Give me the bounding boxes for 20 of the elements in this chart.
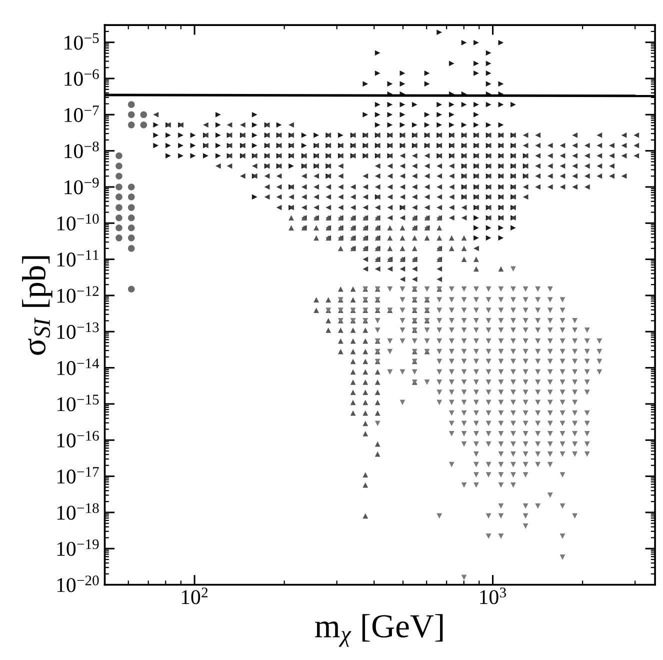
y-tick-label: 10$^{−6}$ <box>64 69 99 86</box>
y-tick-label: 10$^{−12}$ <box>57 286 99 303</box>
y-tick-label: 10$^{−14}$ <box>57 358 100 376</box>
x-tick-label: 10$^{3}$ <box>480 588 506 604</box>
y-tick-label: 10$^{−8}$ <box>64 142 99 158</box>
y-tick-label: 10$^{−15}$ <box>57 394 99 412</box>
y-tick-label: 10$^{−9}$ <box>64 178 99 194</box>
y-tick-label: 10$^{−7}$ <box>64 106 99 122</box>
y-tick-label: 10$^{−17}$ <box>57 467 99 484</box>
y-tick-label: 10$^{−16}$ <box>57 430 99 448</box>
x-tick-label: 10$^{2}$ <box>182 588 208 604</box>
y-tick-label: 10$^{−5}$ <box>64 33 99 50</box>
y-tick-label: 10$^{−11}$ <box>57 250 98 267</box>
y-tick-label: 10$^{−20}$ <box>57 576 99 592</box>
y-tick-label: 10$^{−13}$ <box>57 322 99 339</box>
y-axis-title: σ$_{SI}$ [pb] <box>22 256 52 355</box>
y-tick-label: 10$^{−18}$ <box>57 503 99 520</box>
x-axis-title: m$_{χ}$ [GeV] <box>315 614 443 647</box>
y-tick-label: 10$^{−10}$ <box>57 214 99 231</box>
y-tick-label: 10$^{−19}$ <box>57 539 99 556</box>
